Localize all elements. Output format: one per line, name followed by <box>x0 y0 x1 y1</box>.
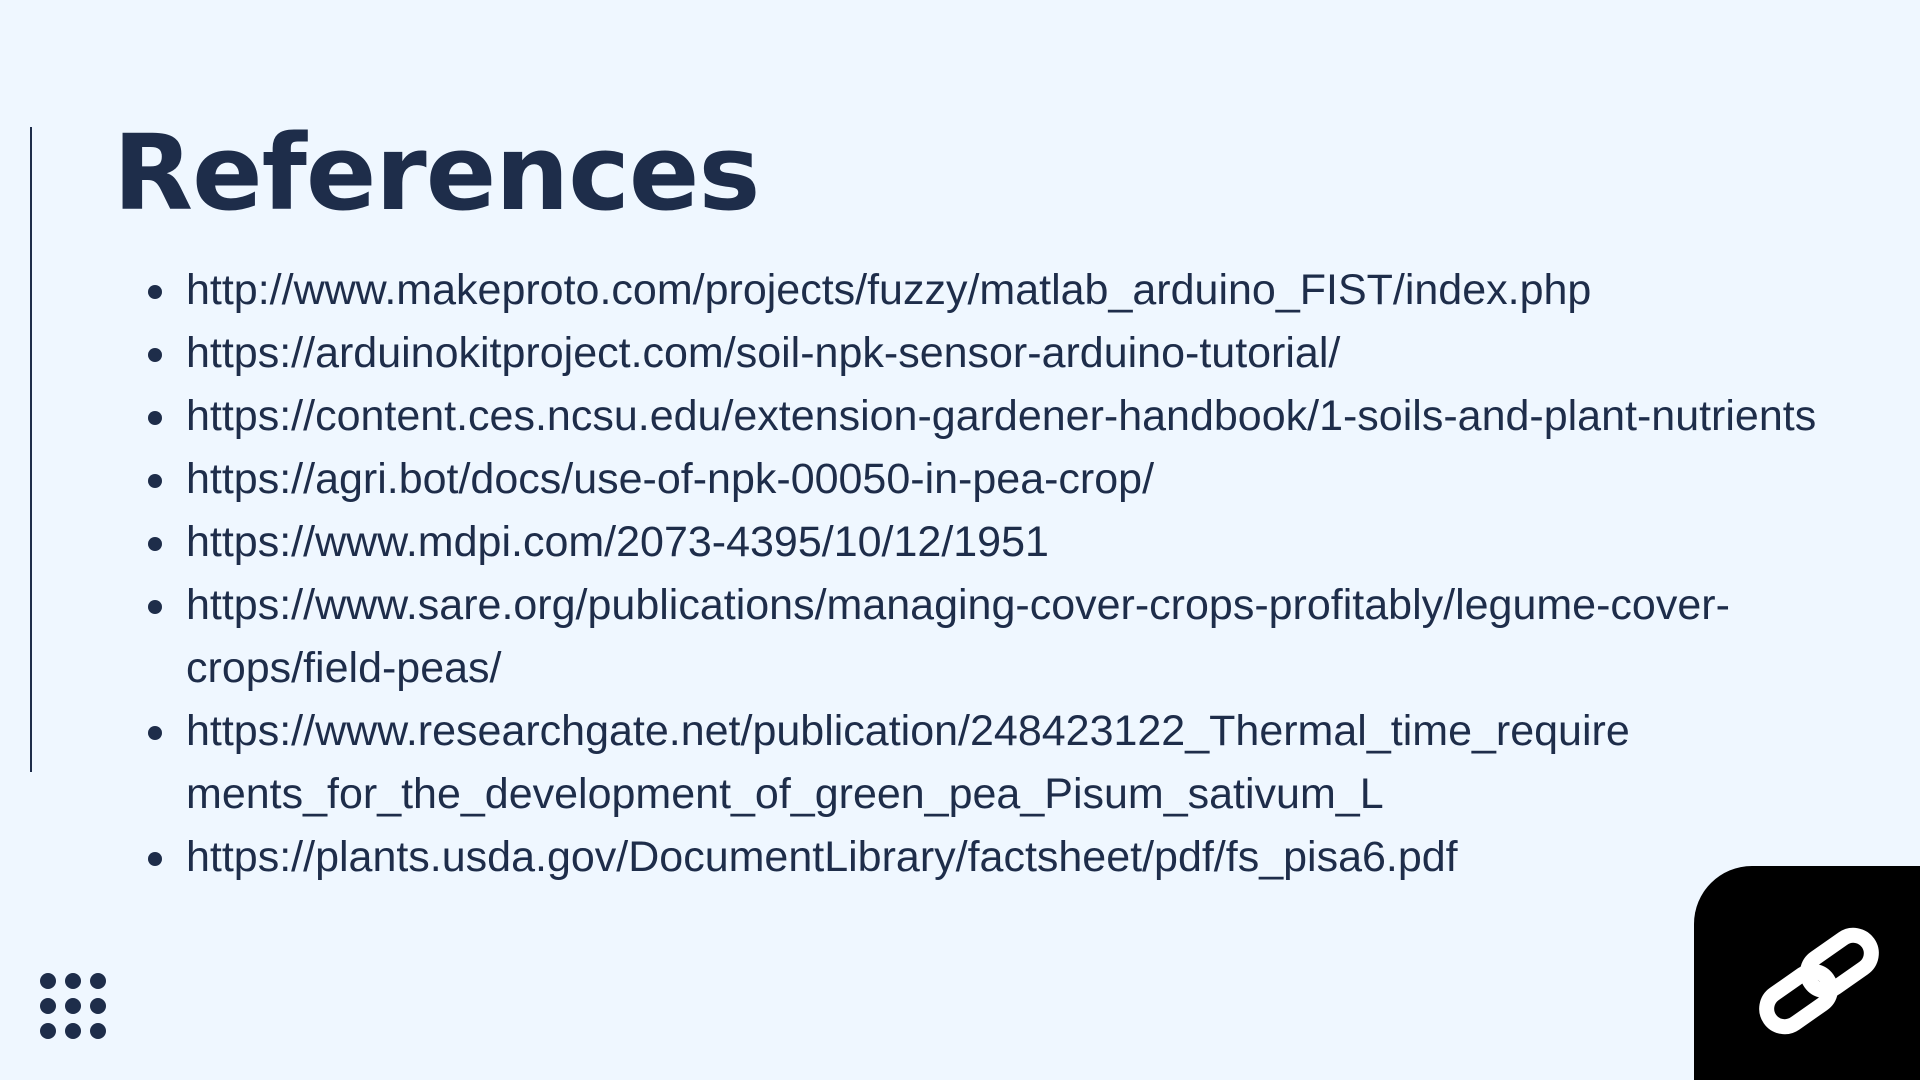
dot <box>40 1023 56 1039</box>
list-item: https://content.ces.ncsu.edu/extension-g… <box>138 385 1878 448</box>
bullet-icon <box>148 852 162 866</box>
list-item: https://arduinokitproject.com/soil-npk-s… <box>138 322 1878 385</box>
list-item: https://agri.bot/docs/use-of-npk-00050-i… <box>138 448 1878 511</box>
list-item: https://plants.usda.gov/DocumentLibrary/… <box>138 826 1878 889</box>
dot <box>65 973 81 989</box>
bullet-icon <box>148 726 162 740</box>
bullet-icon <box>148 537 162 551</box>
dot <box>90 973 106 989</box>
bullet-icon <box>148 600 162 614</box>
list-item: http://www.makeproto.com/projects/fuzzy/… <box>138 259 1878 322</box>
bullet-icon <box>148 474 162 488</box>
list-item: https://www.sare.org/publications/managi… <box>138 574 1878 700</box>
reference-link[interactable]: https://www.mdpi.com/2073-4395/10/12/195… <box>186 518 1049 566</box>
link-badge <box>1694 866 1920 1080</box>
chain-link-icon <box>1759 927 1879 1035</box>
page-title: References <box>113 112 760 234</box>
vertical-accent-line <box>30 127 32 772</box>
bullet-icon <box>148 348 162 362</box>
dot <box>65 998 81 1014</box>
reference-link[interactable]: https://plants.usda.gov/DocumentLibrary/… <box>186 833 1458 881</box>
bullet-icon <box>148 285 162 299</box>
dot-grid-icon <box>40 973 106 1039</box>
bullet-icon <box>148 411 162 425</box>
dot <box>65 1023 81 1039</box>
dot <box>90 998 106 1014</box>
reference-link[interactable]: http://www.makeproto.com/projects/fuzzy/… <box>186 266 1592 314</box>
reference-link[interactable]: https://agri.bot/docs/use-of-npk-00050-i… <box>186 455 1155 503</box>
reference-link[interactable]: https://content.ces.ncsu.edu/extension-g… <box>186 392 1817 440</box>
dot <box>40 973 56 989</box>
list-item: https://www.researchgate.net/publication… <box>138 700 1878 826</box>
list-item: https://www.mdpi.com/2073-4395/10/12/195… <box>138 511 1878 574</box>
dot <box>90 1023 106 1039</box>
reference-link[interactable]: https://www.researchgate.net/publication… <box>186 707 1630 818</box>
reference-link[interactable]: https://arduinokitproject.com/soil-npk-s… <box>186 329 1341 377</box>
reference-link[interactable]: https://www.sare.org/publications/managi… <box>186 581 1730 692</box>
references-list: http://www.makeproto.com/projects/fuzzy/… <box>138 259 1878 889</box>
dot <box>40 998 56 1014</box>
